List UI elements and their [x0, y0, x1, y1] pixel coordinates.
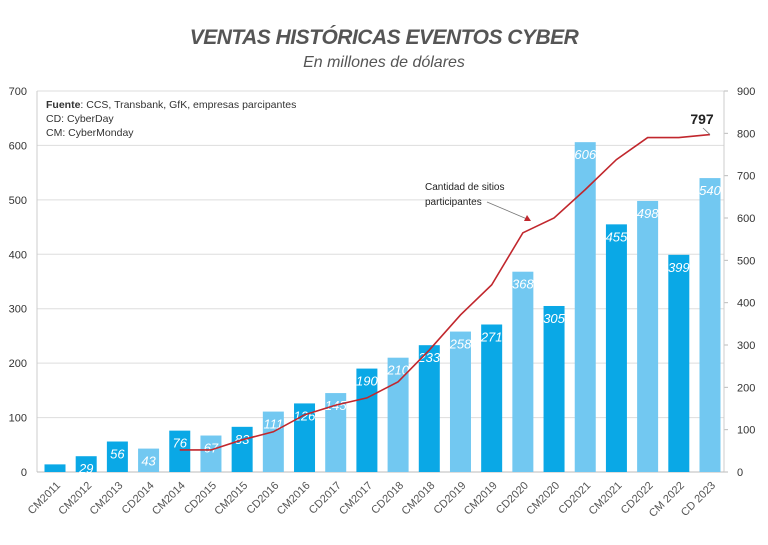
y-left-tick-label: 300 — [9, 304, 27, 316]
bar-cm2020 — [543, 305, 565, 472]
cm-note: CM: CyberMonday — [46, 127, 134, 139]
bar-data-label: 271 — [480, 329, 503, 344]
bar-data-label: 606 — [574, 147, 596, 162]
annotation-arrowhead — [524, 215, 531, 221]
bar-cm2021 — [605, 224, 627, 472]
bar-cm2022 — [668, 254, 690, 472]
bar-data-label: 540 — [699, 183, 721, 198]
y-left-tick-label: 500 — [9, 195, 27, 207]
annotation-arrow — [486, 201, 528, 220]
bar-data-label: 399 — [668, 260, 690, 275]
bar-data-label: 305 — [543, 311, 565, 326]
bar-data-label: 56 — [110, 447, 125, 462]
bar-cm2013 — [106, 441, 128, 472]
bar-cm2016 — [294, 403, 316, 472]
y-right-tick-label: 400 — [737, 298, 755, 310]
bar-data-label: 111 — [263, 417, 283, 432]
bar-data-label: 258 — [449, 337, 472, 352]
chart-notes: Fuente: CCS, Transbank, GfK, empresas pa… — [46, 98, 296, 140]
y-right-tick-label: 500 — [737, 255, 755, 267]
y-right-tick-label: 100 — [737, 425, 755, 437]
y-right-tick-label: 0 — [737, 467, 743, 479]
x-tick-label: CM2019 — [462, 480, 500, 518]
bar-cd2015 — [200, 435, 222, 472]
cd-note: CD: CyberDay — [46, 113, 114, 125]
bar-cd2016 — [262, 411, 284, 472]
x-tick-label: CD 2023 — [679, 480, 718, 519]
bar-cd2019 — [449, 331, 471, 472]
bar-data-label: 43 — [141, 454, 156, 469]
bar-cm2019 — [481, 324, 503, 472]
y-right-tick-label: 700 — [737, 171, 755, 183]
bar-data-label: 455 — [606, 229, 628, 244]
bar-cm2018 — [418, 345, 440, 472]
bar-data-label: 190 — [356, 374, 378, 389]
line-end-label: 797 — [690, 111, 714, 127]
end-label-leader — [702, 127, 711, 135]
bar-data-label: 29 — [78, 461, 93, 476]
bar-data-label: 67 — [204, 441, 219, 456]
x-tick-label: CM2012 — [56, 480, 94, 518]
x-tick-label: CM2015 — [212, 480, 250, 518]
chart-title: VENTAS HISTÓRICAS EVENTOS CYBER — [189, 26, 579, 49]
bar-data-label: 126 — [294, 408, 316, 423]
x-tick-label: CM2020 — [524, 480, 562, 518]
bar-data-label: 233 — [417, 350, 440, 365]
bar-cm2011 — [44, 464, 66, 472]
line-annotation-label-2: participantes — [425, 197, 482, 208]
bar-data-label: 76 — [173, 436, 188, 451]
source-note: Fuente: CCS, Transbank, GfK, empresas pa… — [46, 99, 297, 111]
line-sitios-participantes — [179, 133, 711, 451]
y-left-tick-label: 0 — [21, 467, 27, 479]
bar-cm2012 — [75, 456, 97, 472]
bar-cd2020 — [512, 271, 534, 472]
y-right-tick-label: 200 — [737, 382, 755, 394]
x-tick-label: CM2014 — [150, 480, 188, 518]
bar-cd2021 — [574, 142, 596, 473]
y-left-tick-label: 400 — [9, 249, 27, 261]
y-left-tick-label: 700 — [9, 86, 27, 98]
y-right-tick-label: 600 — [737, 213, 755, 225]
bar-cd2018 — [387, 357, 409, 472]
x-tick-label: CM2017 — [337, 480, 375, 518]
bar-data-label: 368 — [512, 277, 534, 292]
bar-data-label: 210 — [386, 363, 409, 378]
x-tick-label: CM2021 — [587, 480, 625, 518]
x-tick-label: CM2018 — [400, 480, 438, 518]
y-left-tick-label: 100 — [9, 413, 27, 425]
bar-data-label: 498 — [637, 206, 659, 221]
y-left-tick-label: 600 — [9, 140, 27, 152]
chart-subtitle: En millones de dólares — [303, 54, 465, 71]
bar-cd2017 — [325, 393, 347, 472]
y-right-tick-label: 800 — [737, 128, 755, 140]
y-right-tick-label: 900 — [737, 86, 755, 98]
y-right-tick-label: 300 — [737, 340, 755, 352]
bar-cd2014 — [138, 448, 160, 472]
bar-cd2023 — [699, 178, 721, 473]
bar-cd2022 — [637, 200, 659, 472]
y-left-tick-label: 200 — [9, 358, 27, 370]
line-annotation-label-1: Cantidad de sitios — [425, 182, 505, 193]
bar-cm2014 — [169, 430, 191, 472]
x-tick-label: CM2016 — [275, 480, 313, 518]
x-tick-label: CM2013 — [88, 480, 126, 518]
